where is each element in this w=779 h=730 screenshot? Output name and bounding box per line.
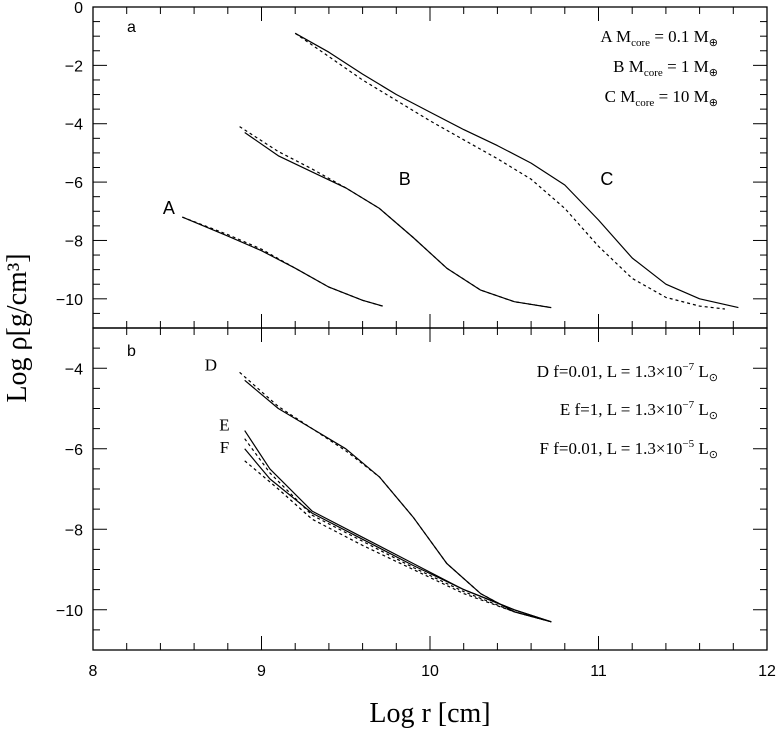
legend-exp: −5 — [682, 438, 694, 450]
y-tick-label: −8 — [65, 233, 83, 250]
y-tick-label: −10 — [56, 603, 83, 620]
curve-d-dotted — [239, 371, 552, 623]
y-tick-label: −6 — [65, 442, 83, 459]
legend-rest: = 0.1 M — [654, 27, 708, 46]
legend-unit: L — [698, 439, 708, 458]
curve-b-solid — [244, 132, 552, 309]
legend-rest: = 10 M — [659, 87, 709, 106]
y-tick-label: −4 — [65, 117, 83, 134]
curve-label-d: D — [205, 355, 217, 374]
curve-f-dotted — [244, 460, 552, 623]
legend-name: M — [616, 27, 631, 46]
legend-sym: ⊙ — [709, 449, 718, 461]
legend-sub: core — [635, 97, 654, 109]
legend-sym: ⊕ — [709, 67, 718, 79]
legend-sym: ⊙ — [709, 410, 718, 422]
axis-ticks — [92, 6, 768, 651]
y-axis-title: Log ρ[g/cm³] — [2, 253, 33, 402]
x-tick-label: 9 — [257, 663, 266, 680]
legend-sub: core — [644, 67, 663, 79]
legend-letter: D — [537, 362, 549, 381]
legend-exp: −7 — [682, 361, 694, 373]
x-tick-label: 8 — [89, 663, 98, 680]
legend-text: f=1, L = 1.3×10 — [574, 400, 682, 419]
legend-unit: L — [698, 400, 708, 419]
legend-letter: E — [560, 400, 570, 419]
y-tick-label: 0 — [74, 0, 83, 17]
legend-line-a: A Mcore = 0.1 M⊕ — [600, 27, 718, 50]
x-axis-title: Log r [cm] — [369, 698, 490, 729]
legend-name: M — [629, 57, 644, 76]
curve-label-c: C — [600, 169, 613, 189]
curve-c-solid — [294, 32, 739, 309]
legend-text: f=0.01, L = 1.3×10 — [553, 439, 682, 458]
legend-sym: ⊕ — [709, 37, 718, 49]
legend-letter: A — [600, 27, 613, 46]
y-tick-label: −2 — [65, 58, 83, 75]
legend-rest: = 1 M — [667, 57, 709, 76]
curve-label-b: B — [399, 169, 411, 189]
x-tick-label: 10 — [421, 663, 439, 680]
curves — [182, 32, 739, 623]
legend-letter: C — [605, 87, 616, 106]
curve-c-dotted — [294, 32, 725, 310]
panel-a-letter: a — [127, 19, 136, 36]
legend-letter: F — [540, 439, 549, 458]
curve-e-solid — [244, 430, 552, 623]
y-tick-label: −4 — [65, 361, 83, 378]
x-tick-label: 12 — [758, 663, 776, 680]
legend-line-f: F f=0.01, L = 1.3×10−5 L⊙ — [540, 432, 718, 461]
curve-b-dotted — [239, 126, 552, 309]
curve-e-dotted — [244, 438, 552, 623]
panel-a-frame — [92, 6, 768, 329]
curve-d-solid — [244, 379, 552, 623]
legend-unit: L — [698, 362, 708, 381]
y-tick-label: −10 — [56, 292, 83, 309]
curve-a-dotted — [182, 216, 385, 308]
y-tick-label: −8 — [65, 522, 83, 539]
y-tick-label: −6 — [65, 175, 83, 192]
curve-f-solid — [244, 448, 552, 623]
legend-name: M — [620, 87, 635, 106]
x-tick-label: 11 — [590, 663, 607, 680]
legend-line-c: C Mcore = 10 M⊕ — [605, 87, 718, 110]
legend-sym: ⊕ — [709, 97, 718, 109]
curve-label-a: A — [163, 198, 175, 218]
legend-exp: −7 — [682, 399, 694, 411]
legend-sub: core — [631, 37, 650, 49]
legend-line-e: E f=1, L = 1.3×10−7 L⊙ — [560, 393, 718, 422]
legend-letter: B — [613, 57, 624, 76]
legend-sym: ⊙ — [709, 372, 718, 384]
curve-label-e: E — [219, 416, 229, 435]
legend-text: f=0.01, L = 1.3×10 — [553, 362, 682, 381]
panel-b-letter: b — [127, 343, 136, 360]
curve-label-f: F — [220, 438, 229, 457]
legend-line-d: D f=0.01, L = 1.3×10−7 L⊙ — [537, 355, 718, 384]
legend-line-b: B Mcore = 1 M⊕ — [613, 57, 718, 80]
